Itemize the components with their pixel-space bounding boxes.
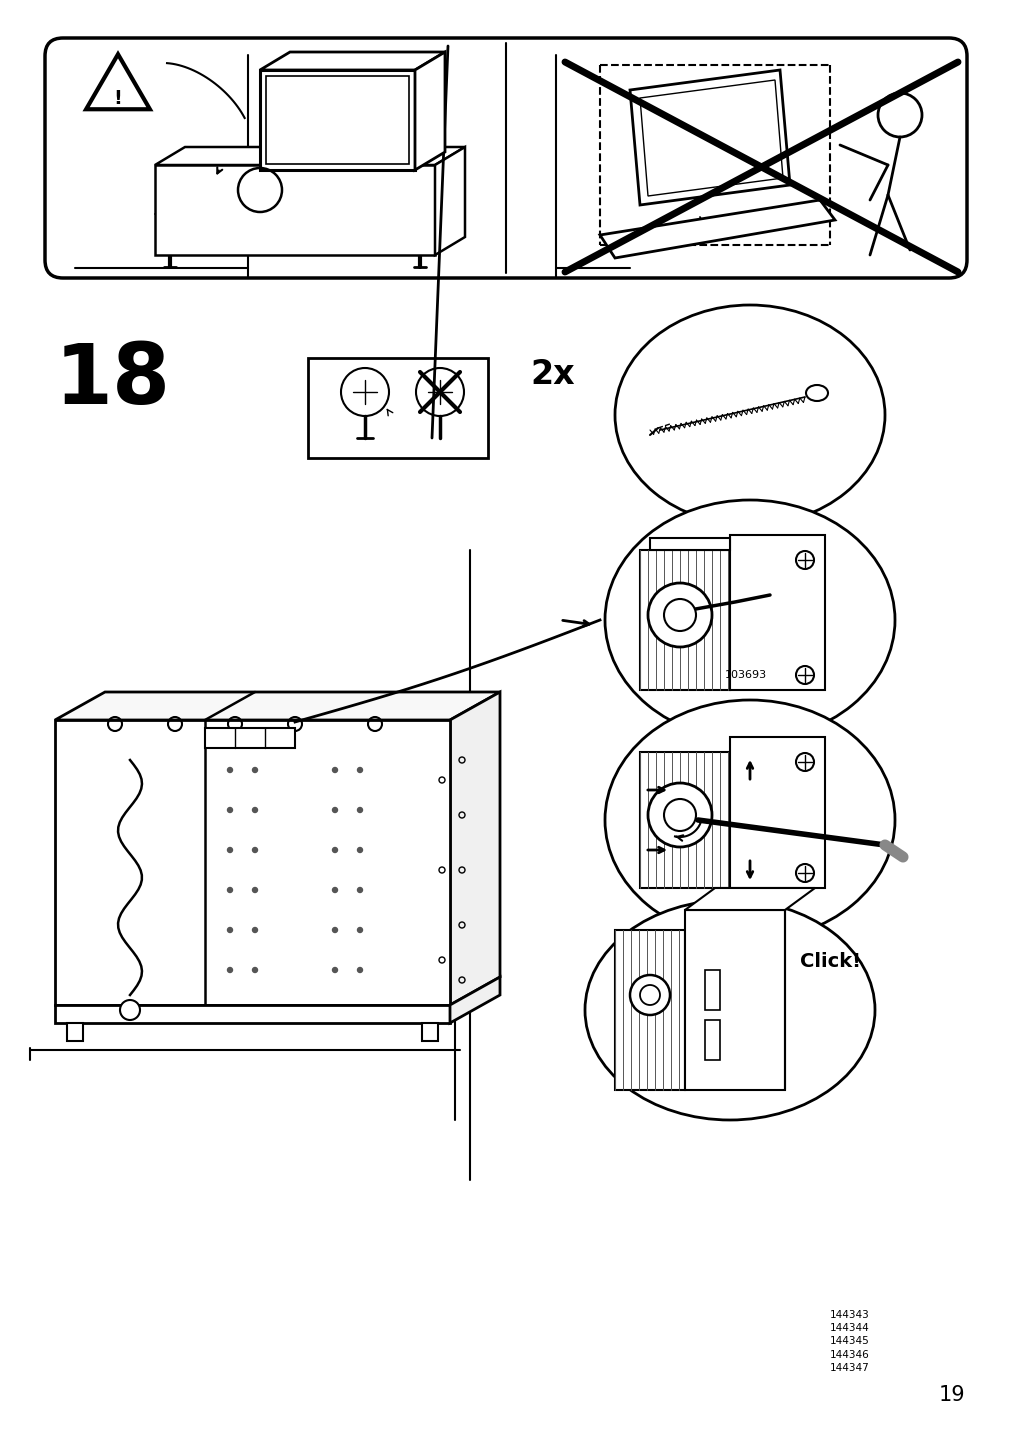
- Polygon shape: [600, 200, 834, 258]
- Polygon shape: [260, 52, 445, 70]
- Text: !: !: [113, 89, 122, 107]
- Text: Click!: Click!: [800, 952, 860, 971]
- Circle shape: [333, 848, 337, 852]
- Polygon shape: [639, 80, 783, 196]
- Bar: [684, 909, 785, 1090]
- Polygon shape: [415, 52, 445, 170]
- Circle shape: [253, 848, 257, 852]
- Ellipse shape: [615, 305, 885, 526]
- Bar: [422, 1022, 438, 1041]
- Ellipse shape: [605, 500, 894, 740]
- Circle shape: [253, 808, 257, 812]
- Circle shape: [333, 888, 337, 892]
- Text: 2x: 2x: [530, 358, 574, 391]
- Polygon shape: [450, 977, 499, 1022]
- Circle shape: [357, 888, 362, 892]
- Circle shape: [796, 666, 813, 684]
- Ellipse shape: [605, 700, 894, 939]
- Circle shape: [227, 888, 233, 892]
- Bar: [705, 969, 719, 1010]
- Polygon shape: [55, 1005, 450, 1022]
- Circle shape: [630, 975, 669, 1015]
- Polygon shape: [86, 54, 150, 109]
- Polygon shape: [155, 147, 464, 165]
- Polygon shape: [630, 70, 790, 205]
- Ellipse shape: [584, 899, 875, 1120]
- Circle shape: [647, 583, 712, 647]
- Bar: [639, 550, 729, 690]
- Circle shape: [663, 599, 696, 632]
- Bar: [307, 358, 487, 458]
- Circle shape: [333, 808, 337, 812]
- Polygon shape: [684, 888, 814, 909]
- Circle shape: [253, 928, 257, 932]
- Circle shape: [227, 848, 233, 852]
- Ellipse shape: [805, 385, 827, 401]
- Circle shape: [357, 968, 362, 972]
- Circle shape: [253, 968, 257, 972]
- Circle shape: [333, 968, 337, 972]
- Circle shape: [647, 783, 712, 846]
- Circle shape: [227, 808, 233, 812]
- Circle shape: [639, 985, 659, 1005]
- FancyBboxPatch shape: [44, 39, 967, 278]
- Circle shape: [227, 928, 233, 932]
- Bar: [705, 1020, 719, 1060]
- Circle shape: [253, 768, 257, 772]
- Text: 18: 18: [55, 339, 171, 421]
- Circle shape: [796, 753, 813, 770]
- Circle shape: [227, 768, 233, 772]
- Circle shape: [333, 768, 337, 772]
- Polygon shape: [435, 147, 464, 255]
- Polygon shape: [55, 720, 450, 1005]
- Circle shape: [227, 968, 233, 972]
- Bar: [67, 1022, 83, 1041]
- Text: 103693: 103693: [724, 670, 766, 680]
- Bar: [729, 536, 824, 690]
- Polygon shape: [55, 692, 499, 720]
- Circle shape: [357, 768, 362, 772]
- Polygon shape: [266, 76, 408, 165]
- Bar: [205, 727, 295, 748]
- Text: 144343
144344
144345
144346
144347: 144343 144344 144345 144346 144347: [829, 1310, 868, 1373]
- Polygon shape: [260, 70, 415, 170]
- Circle shape: [357, 808, 362, 812]
- Circle shape: [796, 551, 813, 569]
- Circle shape: [357, 928, 362, 932]
- Circle shape: [796, 863, 813, 882]
- Bar: [729, 737, 824, 888]
- Circle shape: [120, 1000, 140, 1020]
- Polygon shape: [155, 165, 435, 255]
- Circle shape: [357, 848, 362, 852]
- Circle shape: [253, 888, 257, 892]
- Bar: [615, 929, 684, 1090]
- Circle shape: [333, 928, 337, 932]
- Text: 19: 19: [937, 1385, 964, 1405]
- Bar: [649, 538, 729, 550]
- Polygon shape: [450, 692, 499, 1005]
- Circle shape: [663, 799, 696, 831]
- Bar: [639, 752, 729, 888]
